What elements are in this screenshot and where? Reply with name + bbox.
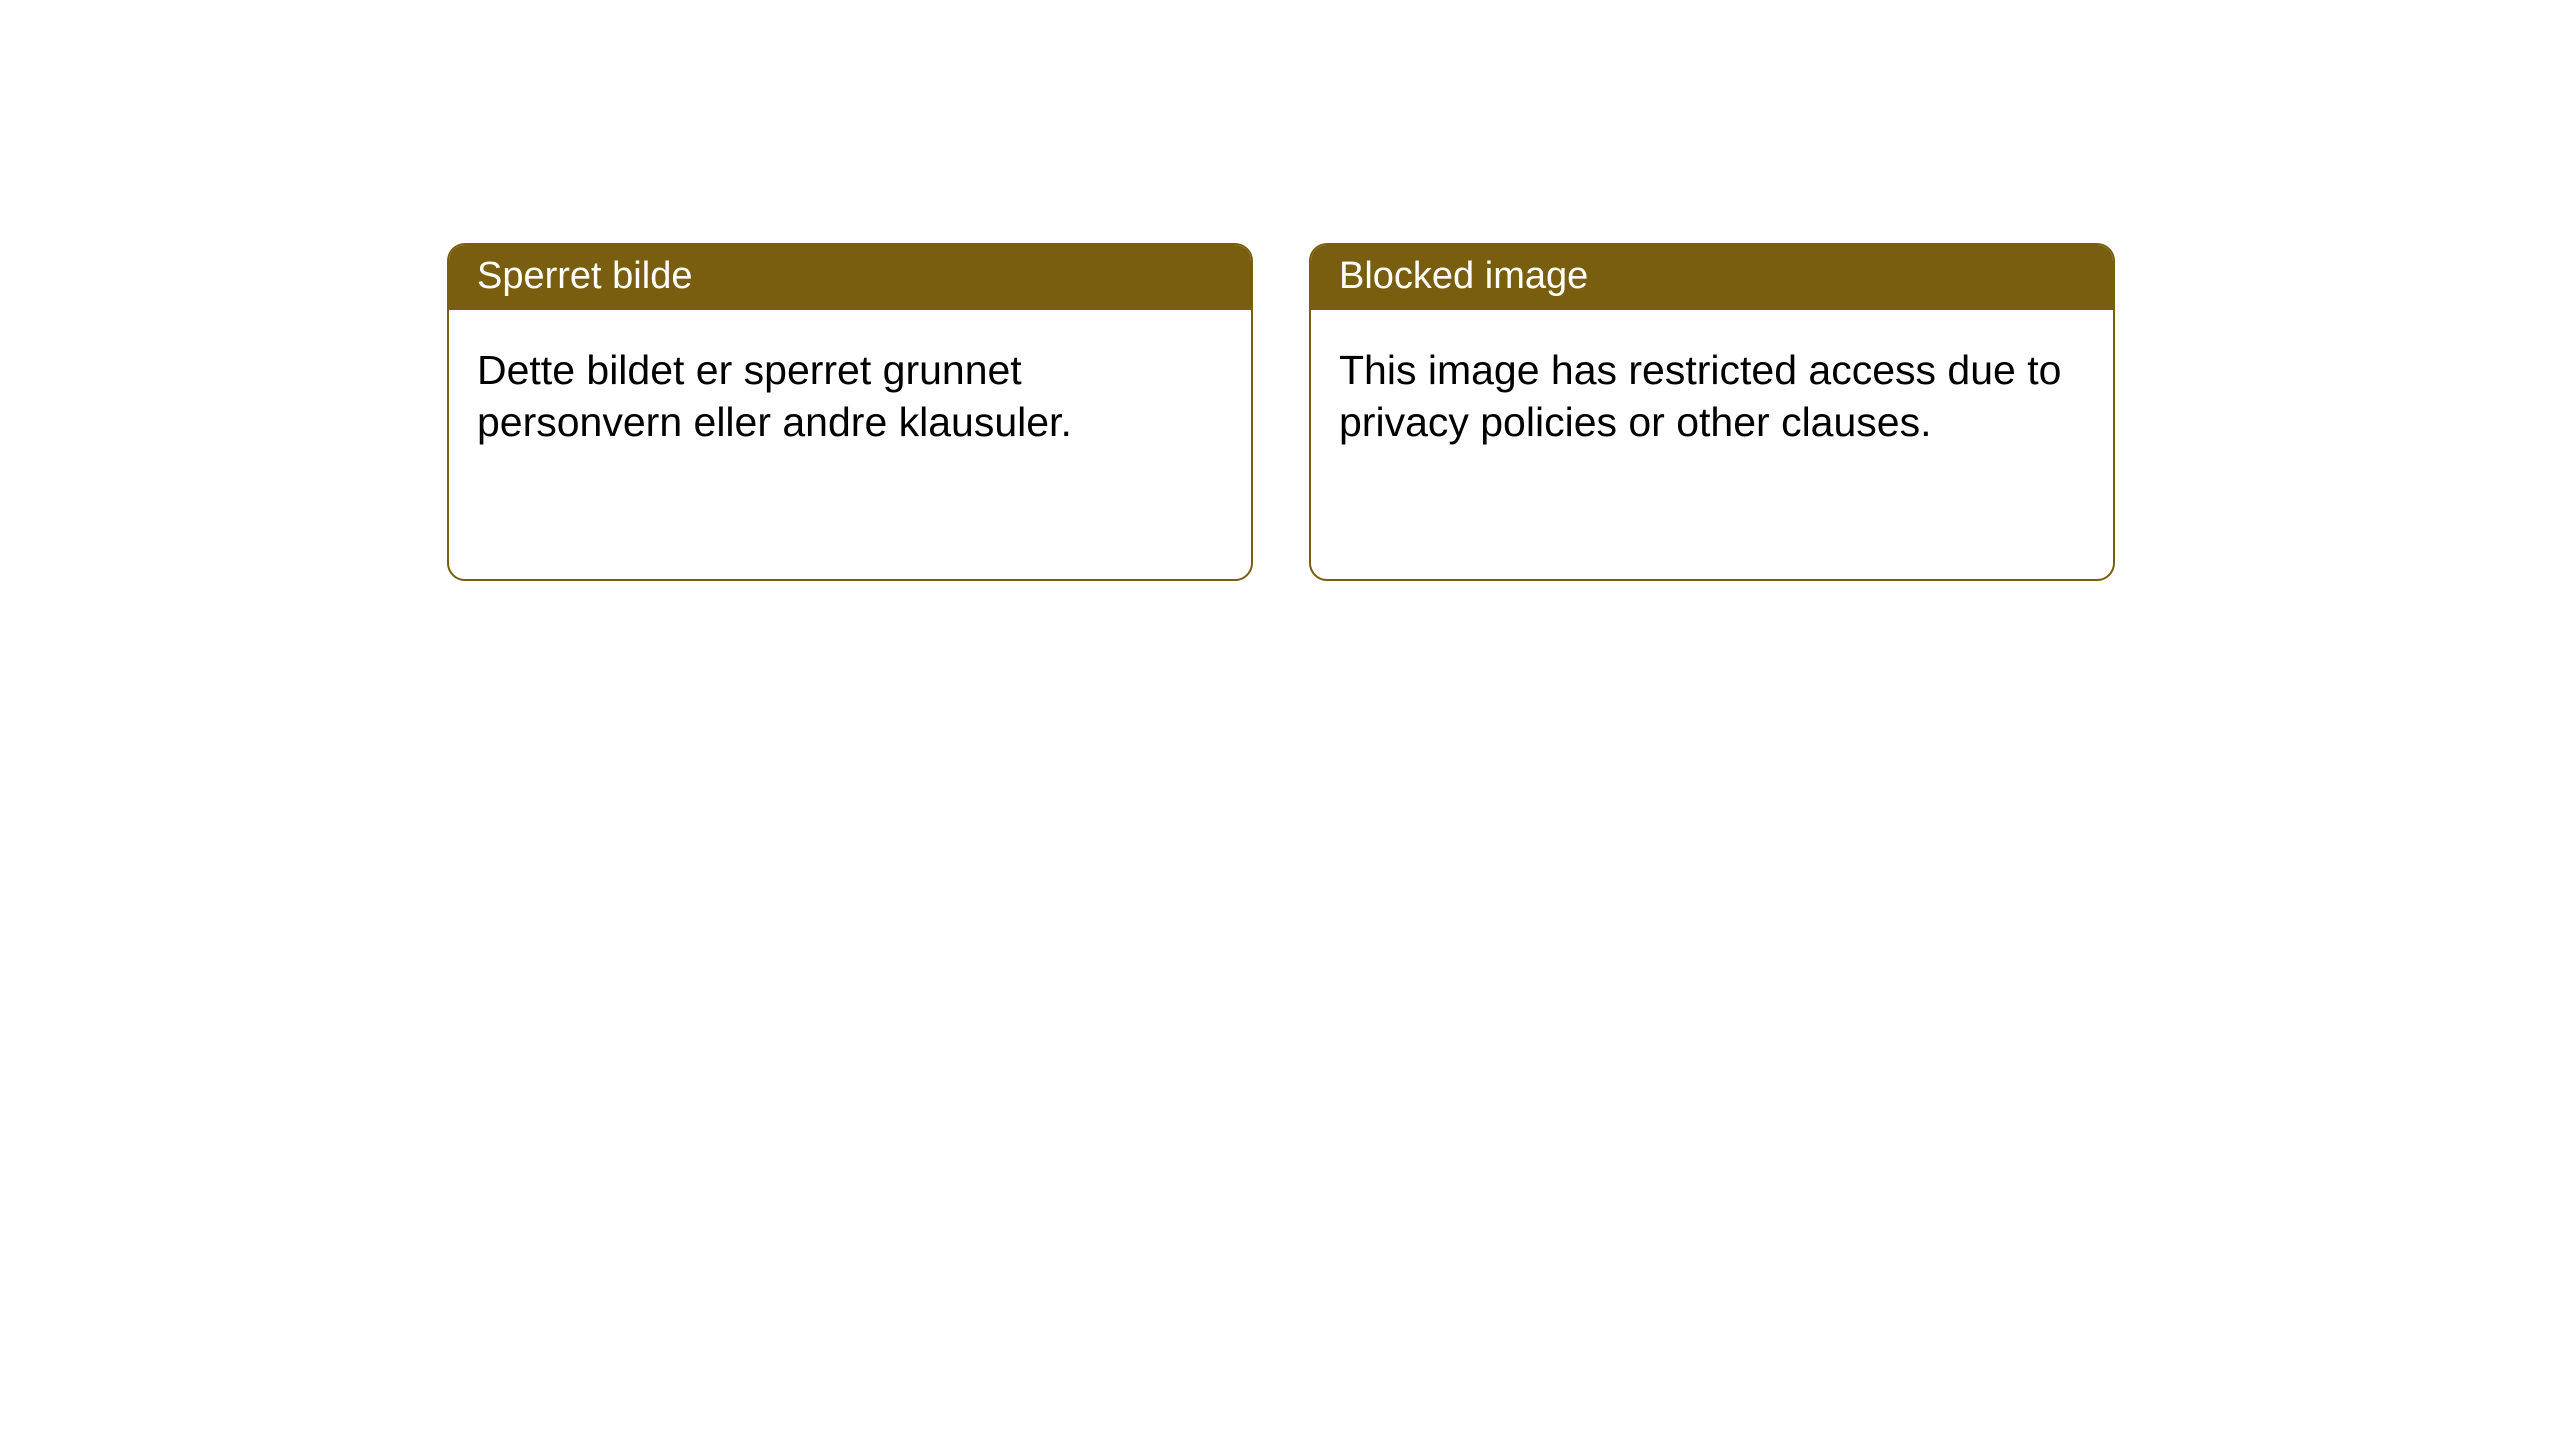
notice-container: Sperret bilde Dette bildet er sperret gr… xyxy=(0,0,2560,581)
notice-box-norwegian: Sperret bilde Dette bildet er sperret gr… xyxy=(447,243,1253,581)
notice-box-english: Blocked image This image has restricted … xyxy=(1309,243,2115,581)
notice-header-norwegian: Sperret bilde xyxy=(449,245,1251,310)
notice-body-norwegian: Dette bildet er sperret grunnet personve… xyxy=(449,310,1251,483)
notice-body-english: This image has restricted access due to … xyxy=(1311,310,2113,483)
notice-header-english: Blocked image xyxy=(1311,245,2113,310)
